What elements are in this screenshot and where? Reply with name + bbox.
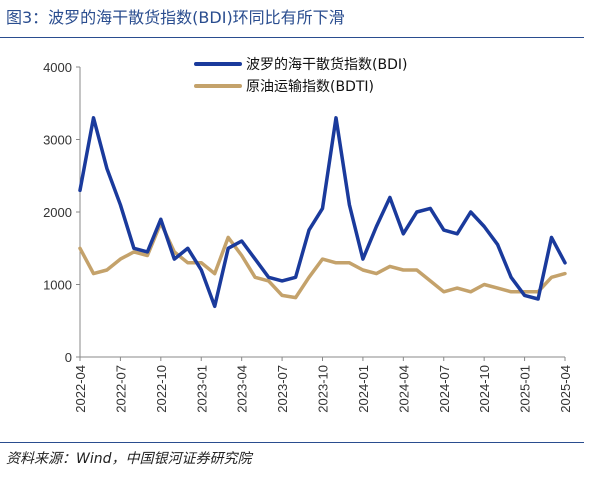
x-tick-label: 2022-07 [113,365,128,413]
y-tick-label: 2000 [43,205,72,220]
x-tick-label: 2023-07 [275,365,290,413]
series-line-bdti [78,221,567,300]
title-rule [0,37,584,38]
x-tick-label: 2024-10 [477,365,492,413]
x-tick-label: 2022-10 [154,365,169,413]
legend-label: 波罗的海干散货指数(BDI) [246,56,407,73]
legend-label: 原油运输指数(BDTI) [246,79,374,95]
y-tick-label: 1000 [43,278,72,293]
x-tick-label: 2023-01 [194,365,209,413]
x-tick-label: 2024-07 [437,365,452,413]
x-tick-label: 2023-10 [316,365,331,413]
y-tick-label: 4000 [43,60,72,75]
series-line-bdi [78,116,567,309]
x-tick-label: 2022-04 [73,365,88,413]
x-tick-label: 2025-04 [558,365,573,413]
source-note: 资料来源：Wind，中国银河证券研究院 [6,451,252,467]
source-rule [0,442,584,443]
x-tick-label: 2025-01 [518,365,533,413]
x-tick-label: 2023-04 [235,365,250,413]
x-tick-label: 2024-04 [396,365,411,413]
chart-title: 图3：波罗的海干散货指数(BDI)环同比有所下滑 [6,8,345,27]
y-tick-label: 0 [65,350,72,365]
y-tick-label: 3000 [43,133,72,148]
x-tick-label: 2024-01 [356,365,371,413]
